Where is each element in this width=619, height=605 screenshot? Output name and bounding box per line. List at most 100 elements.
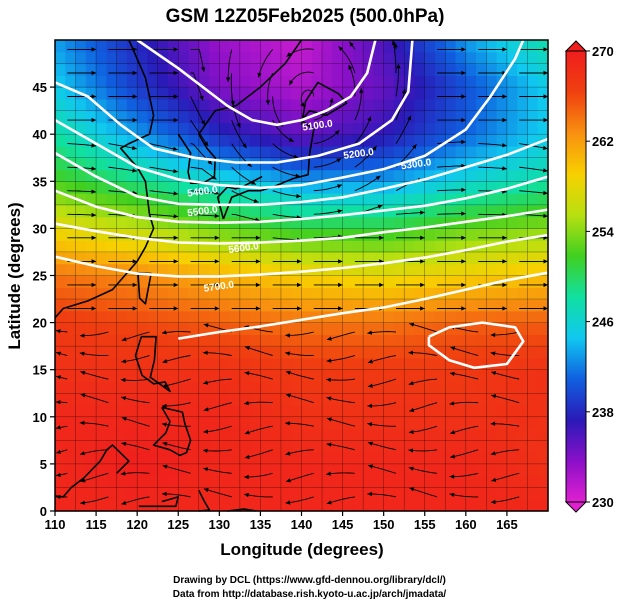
heatmap-cell	[342, 440, 354, 453]
heatmap-cell	[281, 63, 292, 76]
credit-data: Data from http://database.rish.kyoto-u.a…	[172, 589, 447, 600]
heatmap-cell	[486, 322, 498, 335]
streamline-arrowhead	[502, 166, 507, 171]
heatmap-cell	[126, 98, 138, 112]
heatmap-cell	[178, 51, 190, 65]
heatmap-cell	[291, 146, 303, 159]
heatmap-cell	[229, 452, 241, 465]
heatmap-cell	[506, 310, 518, 324]
heatmap-cell	[506, 110, 518, 124]
heatmap-cell	[55, 440, 66, 453]
heatmap-cell	[219, 240, 231, 253]
heatmap-cell	[178, 40, 190, 53]
heatmap-cell	[55, 181, 66, 194]
heatmap-cell	[342, 110, 354, 124]
streamline	[203, 425, 232, 433]
heatmap-cell	[537, 287, 549, 300]
heatmap-cell	[55, 475, 66, 489]
heatmap-cell	[445, 181, 457, 194]
heatmap-cell	[363, 381, 374, 394]
heatmap-cell	[506, 405, 518, 418]
heatmap-cell	[229, 63, 241, 76]
heatmap-cell	[96, 98, 107, 112]
heatmap-cell	[178, 369, 190, 383]
heatmap-cell	[537, 487, 549, 500]
heatmap-cell	[75, 204, 87, 218]
heatmap-cell	[465, 216, 477, 229]
heatmap-cell	[239, 405, 251, 418]
x-axis-label: Longitude (degrees)	[220, 540, 383, 559]
heatmap-cell	[229, 487, 241, 500]
heatmap-cell	[250, 381, 261, 394]
heatmap-cell	[147, 463, 159, 477]
heatmap-cell	[496, 287, 508, 300]
heatmap-cell	[55, 287, 66, 300]
heatmap-cell	[455, 287, 467, 300]
streamline-arrowhead	[409, 487, 415, 492]
heatmap-cell	[435, 475, 446, 489]
streamline-arrowhead	[491, 477, 497, 482]
heatmap-cell	[527, 181, 539, 194]
heatmap-cell	[96, 428, 107, 441]
heatmap-cell	[383, 169, 395, 182]
heatmap-cell	[301, 216, 313, 229]
heatmap-cell	[260, 193, 272, 206]
streamline-arrowhead	[55, 329, 61, 334]
heatmap-cell	[209, 346, 220, 359]
heatmap-cell	[393, 169, 405, 182]
heatmap-cell	[65, 357, 77, 371]
heatmap-cell	[496, 310, 508, 324]
heatmap-cell	[137, 251, 149, 265]
streamline	[367, 493, 397, 498]
streamline-arrowhead	[543, 306, 548, 311]
heatmap-cell	[506, 40, 518, 53]
heatmap-cell	[414, 487, 426, 500]
heatmap-cell	[188, 40, 200, 53]
heatmap-cell	[527, 475, 539, 489]
heatmap-cell	[435, 87, 446, 100]
heatmap-cell	[322, 475, 333, 489]
heatmap-cell	[537, 299, 549, 312]
heatmap-cell	[96, 322, 107, 335]
heatmap-cell	[424, 157, 436, 171]
heatmap-cell	[126, 181, 138, 194]
streamline-arrowhead	[91, 306, 97, 311]
heatmap-cell	[465, 110, 477, 124]
heatmap-cell	[445, 475, 457, 489]
streamline-arrowhead	[173, 235, 179, 240]
heatmap-cell	[311, 322, 323, 335]
heatmap-cell	[96, 240, 107, 253]
heatmap-cell	[291, 193, 303, 206]
heatmap-cell	[157, 463, 169, 477]
heatmap-cell	[147, 240, 159, 253]
heatmap-cell	[147, 169, 159, 182]
heatmap-cell	[116, 475, 128, 489]
heatmap-cell	[332, 251, 344, 265]
heatmap-cell	[435, 110, 446, 124]
streamline	[519, 143, 548, 150]
heatmap-cell	[486, 346, 498, 359]
heatmap-cell	[445, 405, 457, 418]
heatmap-cell	[383, 393, 395, 406]
streamline	[190, 48, 205, 72]
heatmap-cell	[229, 416, 241, 430]
heatmap-cell	[414, 181, 426, 194]
streamline-arrowhead	[326, 442, 332, 447]
streamline	[437, 141, 466, 145]
streamline	[326, 417, 356, 427]
heatmap-cell	[445, 75, 457, 88]
streamline	[395, 63, 399, 97]
heatmap-cell	[424, 357, 436, 371]
heatmap-cell	[465, 157, 477, 171]
heatmap-cell	[373, 275, 385, 288]
y-tick-label: 10	[33, 410, 47, 425]
heatmap-cell	[486, 440, 498, 453]
heatmap-cell	[424, 346, 436, 359]
heatmap-cell	[291, 393, 303, 406]
heatmap-cell	[168, 499, 179, 512]
heatmap-cell	[435, 51, 446, 65]
heatmap-cell	[65, 251, 77, 265]
heatmap-cell	[147, 263, 159, 277]
heatmap-cell	[65, 487, 77, 500]
heatmap-cell	[137, 204, 149, 218]
